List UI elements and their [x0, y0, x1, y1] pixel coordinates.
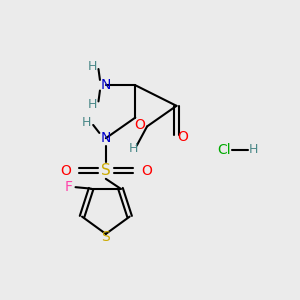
Text: O: O: [141, 164, 152, 178]
Text: H: H: [248, 143, 258, 157]
Text: S: S: [101, 230, 110, 244]
Text: O: O: [134, 118, 145, 132]
Text: S: S: [101, 163, 111, 178]
Text: N: N: [100, 78, 111, 92]
Text: H: H: [88, 60, 97, 73]
Text: H: H: [129, 142, 139, 155]
Text: H: H: [82, 116, 92, 128]
Text: O: O: [60, 164, 70, 178]
Text: N: N: [100, 131, 111, 145]
Text: H: H: [88, 98, 97, 111]
Text: F: F: [65, 180, 73, 194]
Text: O: O: [177, 130, 188, 144]
Text: Cl: Cl: [217, 143, 230, 157]
